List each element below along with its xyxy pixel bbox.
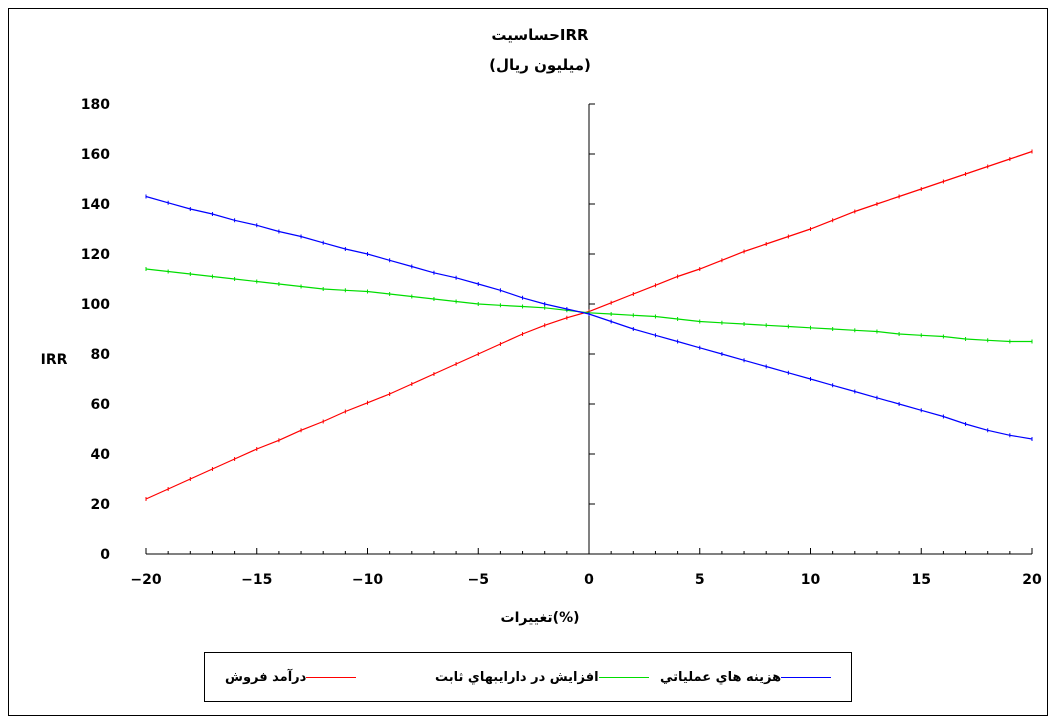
legend-swatch-sales — [306, 676, 357, 678]
y-tick-label: 60 — [91, 397, 111, 413]
y-tick-label: 0 — [100, 547, 110, 563]
y-tick-label: 40 — [91, 447, 111, 463]
y-tick-label: 180 — [81, 97, 110, 113]
x-tick-label: −5 — [468, 572, 489, 588]
legend-label-operating-costs: هزينه هاي عملياتي — [660, 669, 782, 685]
y-tick-label: 20 — [91, 497, 111, 513]
legend-item-sales: درآمد فروش — [225, 653, 364, 701]
y-axis-label: IRR — [41, 352, 68, 368]
x-tick-label: −20 — [130, 572, 161, 588]
y-tick-label: 120 — [81, 247, 110, 263]
legend-swatch-fixed-assets — [598, 676, 649, 678]
legend: درآمد فروش افزايش در دارايبهاي ثابت هزين… — [204, 652, 852, 702]
chart-frame — [8, 8, 1048, 716]
y-tick-label: 160 — [81, 147, 110, 163]
legend-item-operating-costs: هزينه هاي عملياتي — [660, 653, 839, 701]
y-tick-label: 140 — [81, 197, 110, 213]
axes — [146, 104, 1032, 555]
x-axis-label: تغييرات(%) — [501, 610, 580, 626]
y-tick-label: 100 — [81, 297, 110, 313]
chart-title: حساسيتIRR — [491, 26, 589, 44]
x-tick-label: 10 — [801, 572, 821, 588]
legend-label-sales: درآمد فروش — [225, 669, 307, 685]
x-tick-label: 20 — [1022, 572, 1042, 588]
series-group — [145, 149, 1033, 501]
legend-item-fixed-assets: افزايش در دارايبهاي ثابت — [435, 653, 657, 701]
y-tick-label: 80 — [91, 347, 111, 363]
x-tick-label: 0 — [584, 572, 594, 588]
x-tick-label: −10 — [352, 572, 383, 588]
x-tick-label: 5 — [695, 572, 705, 588]
x-tick-label: 15 — [912, 572, 931, 588]
x-tick-label: −15 — [241, 572, 272, 588]
ticks: −20 −15 −10 −5 0 5 10 15 20 0 20 40 60 80 100 120 140 160… — [81, 97, 1042, 588]
chart-subtitle: (ميليون ريال) — [489, 56, 591, 74]
legend-label-fixed-assets: افزايش در دارايبهاي ثابت — [435, 669, 599, 685]
legend-swatch-operating-costs — [781, 676, 832, 678]
